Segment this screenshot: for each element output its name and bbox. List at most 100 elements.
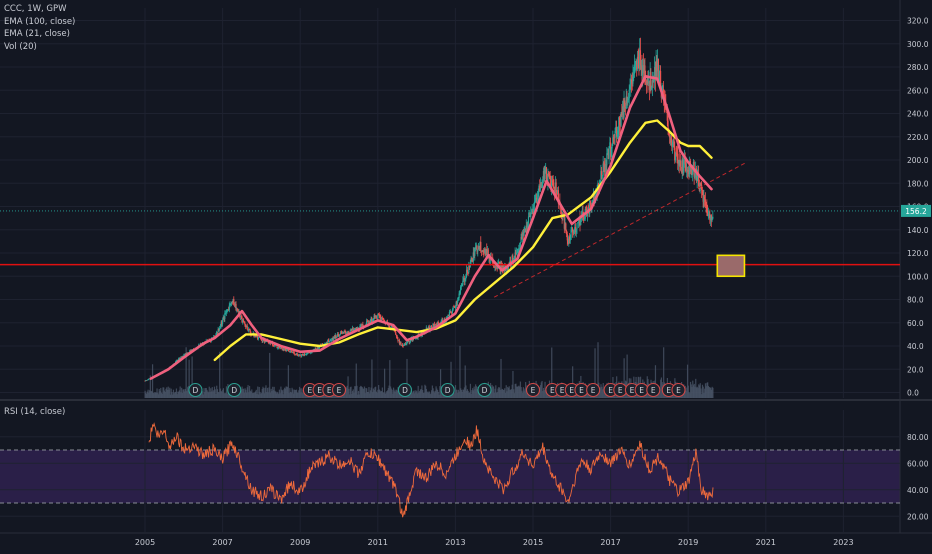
candle-body (332, 337, 334, 340)
volume-bar (151, 364, 154, 398)
event-marker-d[interactable] (227, 382, 242, 398)
volume-bar (191, 356, 193, 398)
candle-body (698, 173, 700, 186)
volume-bar (379, 390, 381, 398)
volume-bar (279, 393, 281, 398)
rsi-legend[interactable]: RSI (14, close) (4, 407, 66, 417)
event-marker-d[interactable] (477, 382, 492, 398)
volume-bar (252, 392, 254, 398)
volume-bar (219, 388, 222, 398)
volume-bar (226, 393, 228, 398)
volume-bar (504, 392, 507, 398)
candle-body (335, 335, 337, 338)
volume-bar (292, 393, 295, 398)
y-axis-tick-label: 220.0 (907, 133, 929, 142)
volume-bar (158, 389, 160, 398)
y-axis-tick-label: 40.0 (907, 342, 924, 351)
candle-body (242, 319, 245, 323)
volume-bar (474, 389, 476, 398)
volume-bar (395, 389, 398, 398)
candle-body (707, 214, 709, 216)
legend-ema100[interactable]: EMA (100, close) (4, 16, 76, 27)
candle-body (536, 197, 538, 199)
volume-bar (516, 386, 518, 398)
event-marker-e[interactable] (646, 382, 661, 398)
event-marker-d[interactable] (188, 382, 203, 398)
volume-bar (519, 386, 521, 398)
volume-bar (145, 393, 148, 398)
candle-body (473, 252, 475, 257)
y-axis-tick-label: 60.0 (907, 319, 924, 328)
candle-body (648, 82, 650, 90)
volume-bar (204, 388, 207, 398)
volume-bar (601, 386, 603, 398)
volume-bar (290, 391, 292, 398)
volume-bar (541, 380, 543, 398)
volume-bar (358, 394, 360, 398)
candle-body (183, 354, 186, 356)
event-marker-e[interactable] (525, 382, 541, 398)
volume-bar (496, 392, 498, 398)
candle-body (460, 286, 462, 291)
candle-body (626, 96, 628, 104)
volume-bar (428, 391, 430, 398)
volume-bar (698, 384, 700, 398)
candle-body (615, 127, 617, 132)
candle-body (345, 332, 347, 334)
candle-body (246, 325, 248, 330)
candle-body (515, 252, 518, 255)
candle-body (541, 184, 543, 188)
volume-bar (514, 383, 516, 398)
event-marker-e[interactable] (331, 382, 347, 398)
candle-body (354, 328, 356, 329)
volume-bar (288, 393, 290, 398)
volume-bar (709, 387, 711, 398)
volume-bar (520, 387, 522, 398)
candle-body (530, 213, 533, 215)
candle-body (527, 216, 530, 223)
candle-body (182, 355, 184, 357)
candle-body (245, 325, 247, 328)
candle-body (547, 173, 549, 184)
candle-body (482, 250, 484, 253)
candle-body (633, 65, 636, 74)
candle-body (468, 265, 470, 273)
trendline[interactable] (493, 161, 747, 298)
candle-body (397, 338, 399, 341)
event-marker-d[interactable] (397, 382, 413, 398)
candle-body (539, 185, 541, 190)
target-zone-box[interactable] (716, 254, 746, 278)
candle-body (388, 324, 390, 328)
candle-body (327, 339, 329, 343)
volume-bar (277, 392, 279, 398)
x-axis-tick-label: 2021 (756, 538, 776, 547)
legend-ema21[interactable]: EMA (21, close) (4, 29, 70, 39)
candle-body (666, 110, 668, 121)
event-marker-label: E (591, 386, 596, 395)
volume-bar (297, 392, 299, 398)
candle-body (467, 272, 469, 273)
event-marker-d[interactable] (440, 382, 455, 398)
candle-body (545, 167, 548, 179)
volume-bar (704, 383, 707, 398)
candle-body (612, 137, 614, 145)
volume-bar (372, 392, 374, 398)
candle-body (339, 334, 341, 337)
volume-bar (251, 389, 253, 398)
legend-vol[interactable]: Vol (20) (4, 41, 37, 52)
volume-bar (213, 386, 216, 398)
candle-body (316, 348, 318, 350)
event-marker-e[interactable] (586, 382, 601, 398)
legend-symbol[interactable]: CCC, 1W, GPW (4, 4, 67, 14)
candle-body (657, 58, 659, 81)
candle-body (254, 335, 257, 337)
volume-bar (374, 387, 376, 398)
event-marker-label: E (618, 386, 623, 395)
volume-bar (262, 386, 264, 398)
event-marker-e[interactable] (671, 382, 686, 398)
volume-bar (626, 354, 628, 398)
candle-body (279, 348, 281, 349)
candle-body (463, 278, 465, 281)
